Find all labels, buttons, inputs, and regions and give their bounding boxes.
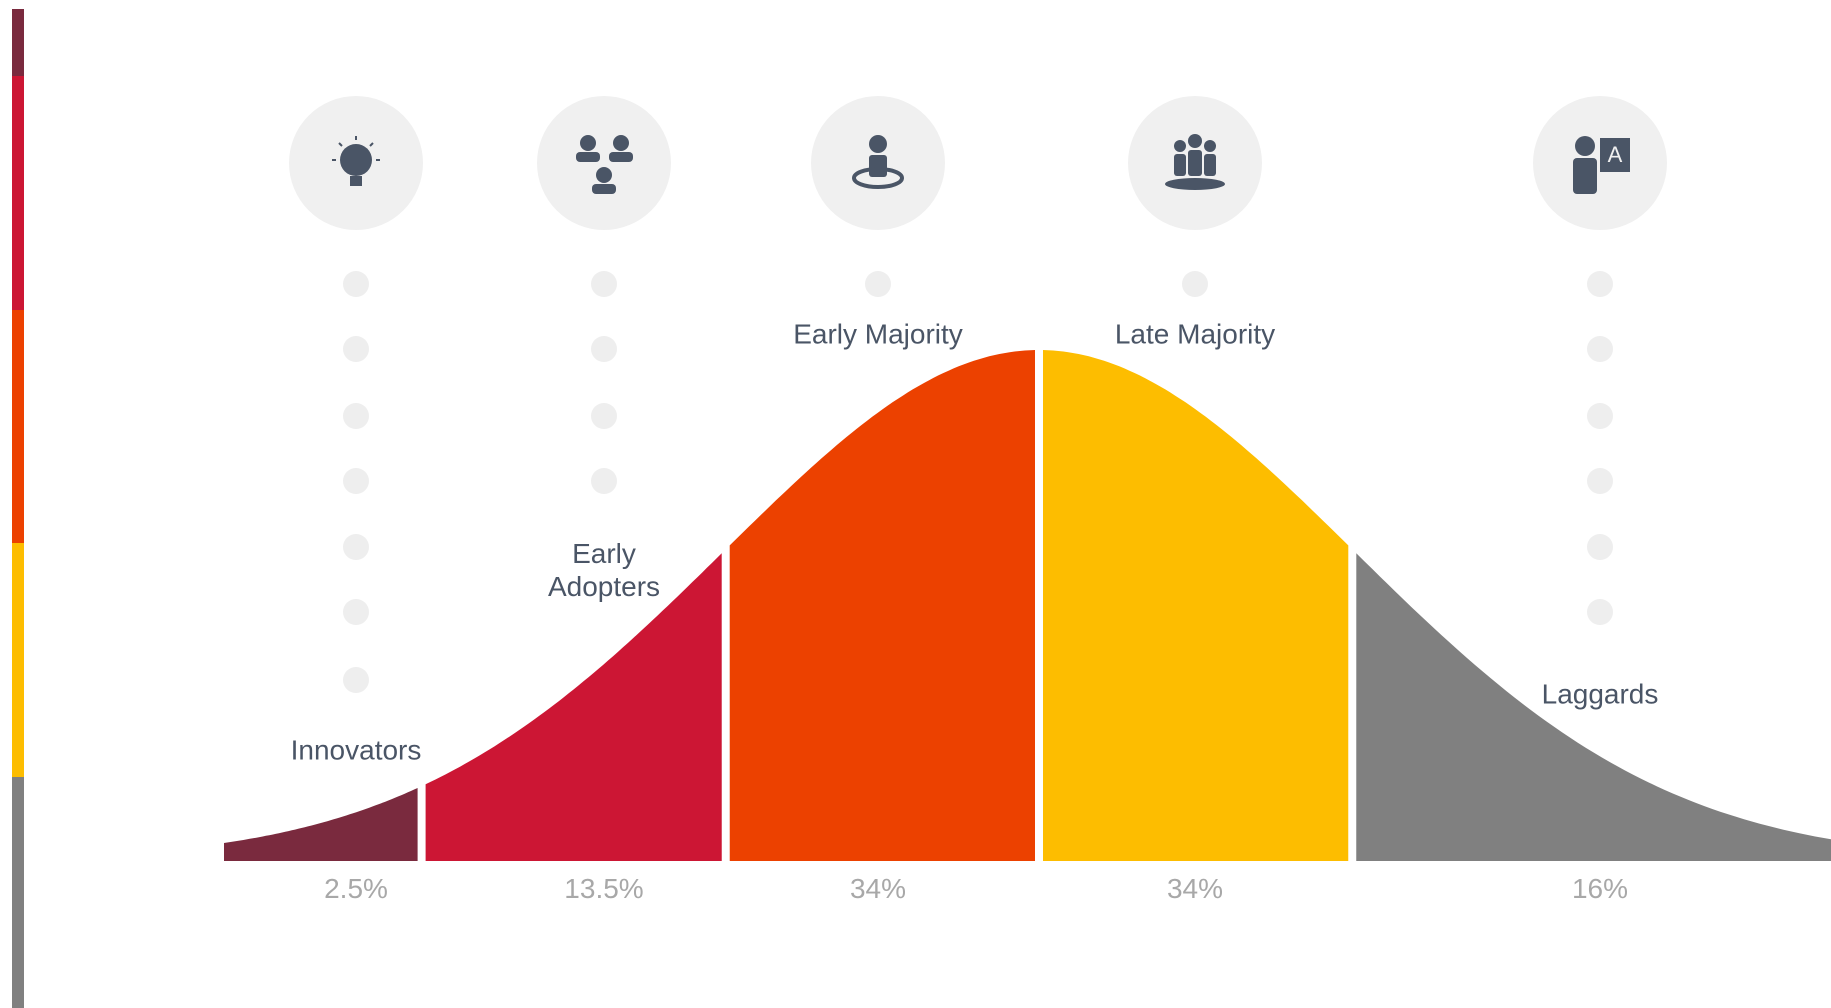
dot [1587,271,1613,297]
dot [1587,336,1613,362]
value-label: 2.5% [324,873,388,904]
side-strip [12,777,24,1008]
dot [1587,534,1613,560]
side-strip [12,76,24,310]
side-strip [12,543,24,777]
side-strip [12,9,24,76]
value-label: 13.5% [564,873,644,904]
curve-segment [729,350,1035,861]
curve-segment [1356,553,1831,861]
dot [1182,271,1208,297]
segment-label: Innovators [290,734,422,766]
dot [343,667,369,693]
icon-circle [537,96,671,230]
bulb-icon [332,136,380,186]
network-icon [576,135,633,194]
dot [591,468,617,494]
dot [865,271,891,297]
dot [591,271,617,297]
curve-segment [425,553,722,861]
dot [1587,599,1613,625]
side-strip [12,310,24,543]
segment-label: Early Majority [793,318,963,350]
dot [343,468,369,494]
segment-label: Early Adopters [547,538,661,602]
dot [591,336,617,362]
icons: A [332,134,1630,194]
dot [343,403,369,429]
teacher-icon: A [1573,136,1630,194]
icon-circles [289,96,1667,230]
dot [343,271,369,297]
value-label: 16% [1571,873,1629,904]
value-label: 34% [1166,873,1224,904]
dot [1587,468,1613,494]
dot [343,534,369,560]
person-orbit-icon [852,135,904,189]
curve-segment [1043,350,1349,861]
svg-text:A: A [1608,142,1623,167]
dot [343,336,369,362]
dot [1587,403,1613,429]
segment-label: Late Majority [1114,318,1276,350]
curve-segment [224,788,418,861]
dot [591,403,617,429]
group-icon [1165,134,1225,190]
value-label: 34% [849,873,907,904]
dot [343,599,369,625]
segment-label: Laggards [1541,678,1659,710]
